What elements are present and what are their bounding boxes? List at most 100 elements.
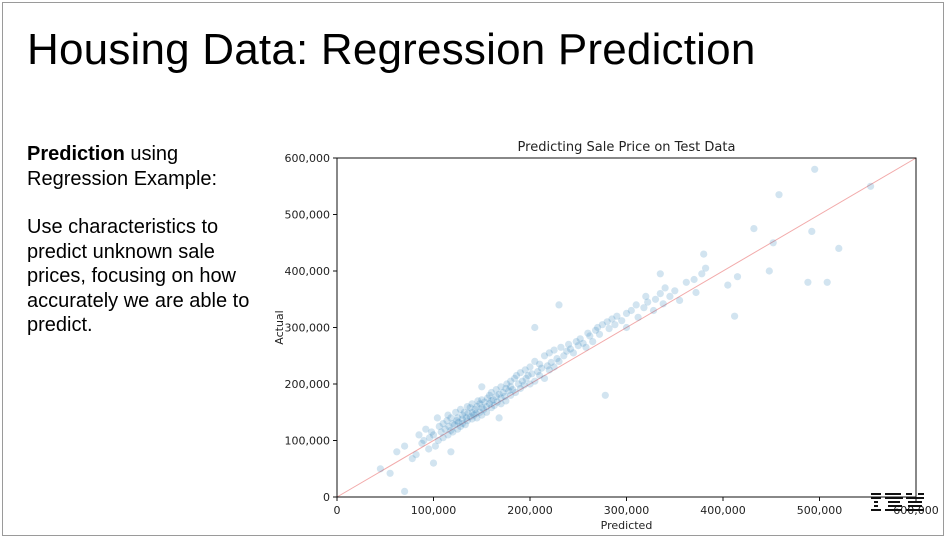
- data-point: [505, 387, 513, 395]
- data-point: [563, 347, 571, 355]
- data-point: [435, 422, 443, 430]
- data-point: [547, 358, 555, 367]
- paragraph-prediction: Prediction using Regression Example:: [27, 142, 267, 191]
- data-point: [649, 306, 658, 315]
- data-point: [589, 338, 597, 346]
- data-point: [634, 313, 642, 321]
- data-point: [566, 345, 575, 353]
- x-tick-label: 400,000: [700, 504, 746, 517]
- data-point: [835, 244, 843, 252]
- data-point: [502, 384, 510, 393]
- data-point: [454, 425, 462, 433]
- data-point: [418, 439, 426, 447]
- data-point: [656, 290, 664, 298]
- data-point: [569, 349, 577, 357]
- y-axis-label: Actual: [273, 310, 286, 344]
- data-point: [487, 397, 495, 405]
- data-point: [605, 325, 613, 333]
- data-point: [476, 400, 484, 408]
- data-point: [415, 431, 423, 439]
- data-point: [444, 411, 452, 419]
- data-point: [526, 380, 534, 388]
- data-point: [458, 420, 466, 428]
- data-point: [676, 296, 684, 304]
- data-point: [522, 374, 530, 382]
- data-point: [536, 371, 544, 380]
- data-point: [439, 420, 447, 428]
- data-point: [521, 366, 529, 374]
- data-point: [492, 392, 500, 400]
- data-point: [492, 386, 500, 394]
- data-point: [471, 405, 479, 413]
- data-point: [618, 317, 626, 325]
- data-point: [545, 349, 553, 357]
- data-point: [474, 397, 482, 405]
- y-tick-label: 0: [323, 491, 330, 504]
- data-point: [426, 434, 434, 442]
- x-axis-label: Predicted: [601, 519, 653, 532]
- prediction-rest: using Regression Example:: [27, 143, 218, 190]
- data-point: [453, 417, 461, 425]
- data-point: [425, 445, 433, 453]
- data-point: [531, 323, 539, 332]
- data-point: [473, 403, 481, 411]
- data-point: [473, 414, 481, 422]
- data-point: [495, 390, 503, 398]
- data-point: [443, 417, 451, 425]
- data-point: [464, 409, 472, 417]
- data-point: [431, 442, 439, 450]
- x-tick-label: 100,000: [411, 504, 457, 517]
- data-point: [480, 405, 488, 413]
- data-point: [478, 404, 486, 412]
- data-point: [598, 321, 606, 329]
- data-point: [401, 487, 409, 495]
- data-point: [429, 431, 438, 439]
- data-point: [420, 436, 428, 445]
- data-point: [594, 323, 602, 332]
- data-point: [579, 339, 587, 347]
- ibm-logo: [871, 493, 924, 511]
- data-point: [433, 414, 441, 422]
- data-point: [642, 292, 650, 300]
- data-point: [428, 428, 436, 436]
- data-point: [804, 278, 812, 286]
- data-point: [582, 343, 590, 351]
- data-point: [507, 391, 515, 399]
- data-point: [622, 323, 631, 332]
- data-point: [526, 363, 534, 371]
- data-point: [514, 380, 522, 388]
- data-point: [644, 298, 652, 306]
- data-point: [462, 414, 470, 422]
- x-tick-label: 200,000: [507, 504, 553, 517]
- data-point: [487, 388, 495, 397]
- data-point: [439, 434, 447, 442]
- data-point: [499, 388, 507, 397]
- y-tick-label: 200,000: [285, 378, 331, 391]
- data-point: [441, 425, 449, 433]
- data-point: [671, 287, 679, 295]
- data-point: [497, 400, 505, 408]
- data-point: [483, 394, 492, 402]
- data-point: [692, 288, 700, 297]
- data-point: [408, 455, 416, 463]
- data-point: [490, 401, 498, 410]
- data-point: [497, 383, 505, 391]
- data-point: [501, 392, 509, 400]
- y-tick-label: 500,000: [285, 209, 331, 222]
- data-point: [444, 431, 452, 439]
- data-point: [550, 363, 558, 371]
- data-point: [545, 366, 553, 374]
- data-point: [454, 414, 462, 422]
- data-point: [449, 420, 457, 428]
- data-point: [622, 309, 631, 317]
- data-point: [483, 408, 491, 416]
- data-point: [458, 411, 466, 419]
- data-point: [476, 408, 484, 416]
- scatter-chart: Predicting Sale Price on Test Data 0 100,0…: [273, 140, 939, 532]
- data-point: [507, 383, 515, 391]
- data-point: [445, 422, 453, 430]
- data-point: [550, 346, 558, 354]
- data-point: [640, 304, 648, 312]
- data-point: [595, 330, 604, 338]
